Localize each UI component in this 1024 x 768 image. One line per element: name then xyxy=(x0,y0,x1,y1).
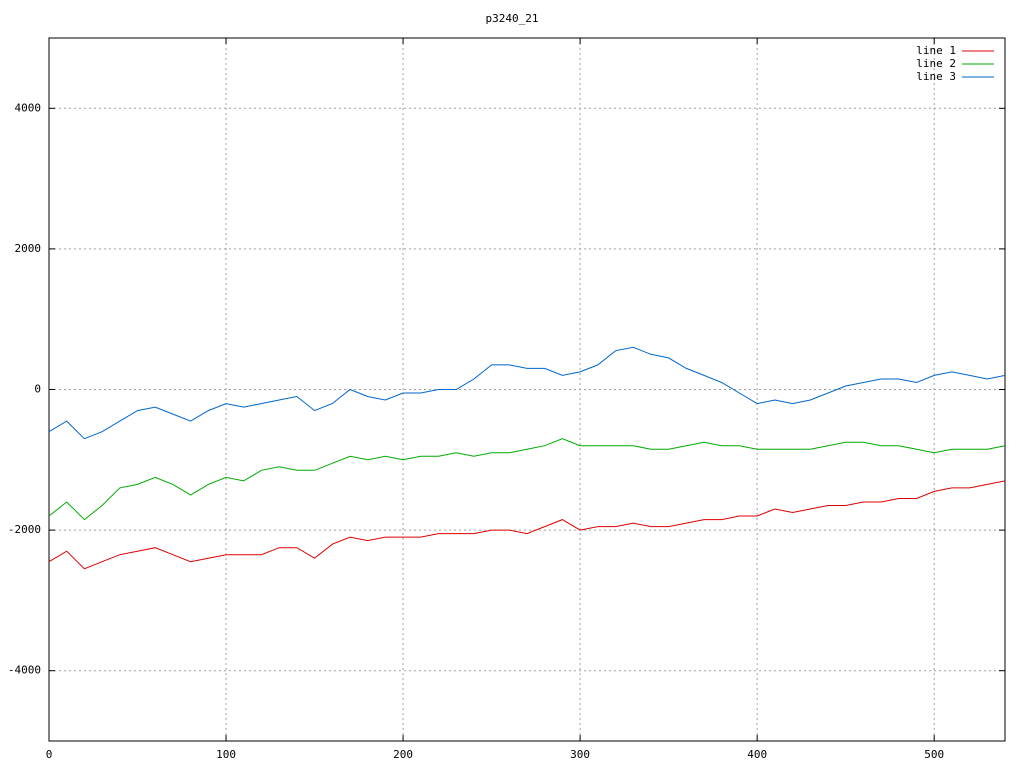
x-tick-label: 300 xyxy=(570,748,590,761)
legend-label: line 3 xyxy=(916,70,956,83)
x-tick-label: 500 xyxy=(924,748,944,761)
y-tick-label: -4000 xyxy=(8,664,41,677)
legend-label: line 2 xyxy=(916,57,956,70)
y-tick-label: 4000 xyxy=(15,101,42,114)
plot-frame xyxy=(48,37,1006,742)
line-series xyxy=(48,438,1006,521)
chart-title: p3240_21 xyxy=(486,12,539,25)
y-tick-label: 2000 xyxy=(15,242,42,255)
x-tick-label: 400 xyxy=(747,748,767,761)
y-tick-label: 0 xyxy=(34,383,41,396)
line-series xyxy=(48,346,1006,440)
y-tick-label: -2000 xyxy=(8,523,41,536)
x-tick-label: 100 xyxy=(216,748,236,761)
line-series xyxy=(48,480,1006,570)
legend-label: line 1 xyxy=(916,44,956,57)
x-tick-label: 200 xyxy=(393,748,413,761)
x-tick-label: 0 xyxy=(46,748,53,761)
